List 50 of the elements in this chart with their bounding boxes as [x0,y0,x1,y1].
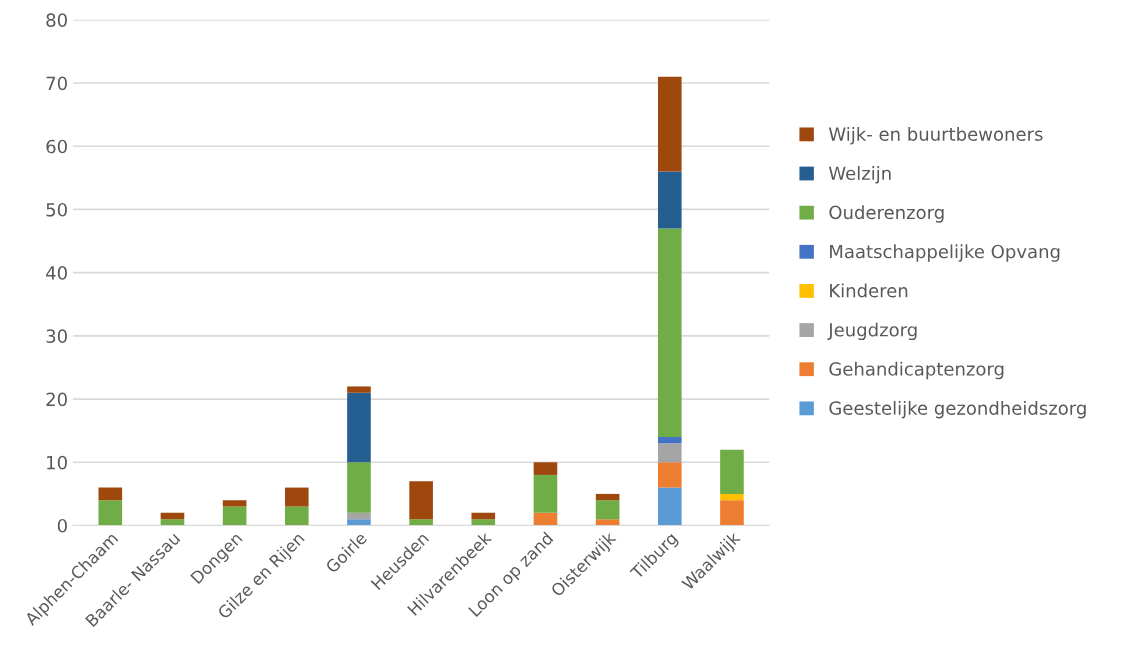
legend-label: Jeugdzorg [827,322,917,341]
bar [720,500,744,526]
legend-label: Kinderen [830,283,908,298]
legend-label: Geestelijke gezondheidszorg [829,400,1086,419]
bar [657,228,682,437]
legend-label: Ouderenzorg [829,205,944,223]
y-tick-label: 10 [47,455,67,470]
bar [284,506,309,526]
bar [657,487,682,526]
legend-label: Maatschappelijke Opvang [830,244,1060,262]
bar [471,519,496,526]
bar [720,449,744,494]
legend-label: Gehandicaptenzorg [829,361,1004,380]
bar [657,443,682,463]
y-tick-label: 40 [46,266,67,280]
bar [595,500,620,520]
bar [98,500,123,526]
bar [98,487,123,501]
bar [347,392,371,463]
bar [533,474,558,513]
bar [533,462,558,475]
y-tick-label: 60 [46,139,67,154]
bar [720,493,744,501]
y-tick-label: 50 [46,202,67,217]
bar [657,76,682,172]
y-tick-label: 20 [46,392,67,407]
bar [471,512,496,520]
bar [409,481,433,520]
bar [347,386,371,393]
bar [595,519,620,526]
bar [595,493,620,501]
bar [533,512,558,526]
bar [347,512,371,520]
bar [222,500,247,507]
bar [657,462,682,488]
bar [657,437,682,444]
y-tick-label: 70 [46,76,67,91]
bar [160,519,185,526]
bar [347,519,371,526]
legend-label: Wijk- en buurtbewoners [828,126,1043,145]
bar [222,506,247,526]
bar [657,171,682,229]
bar [409,519,433,526]
y-tick-label: 80 [46,13,67,27]
y-tick-label: 0 [57,518,67,533]
y-tick-label: 30 [46,329,67,343]
bar [284,487,309,507]
legend-label: Welzijn [828,166,891,184]
bar [160,512,185,520]
bar [347,462,371,513]
